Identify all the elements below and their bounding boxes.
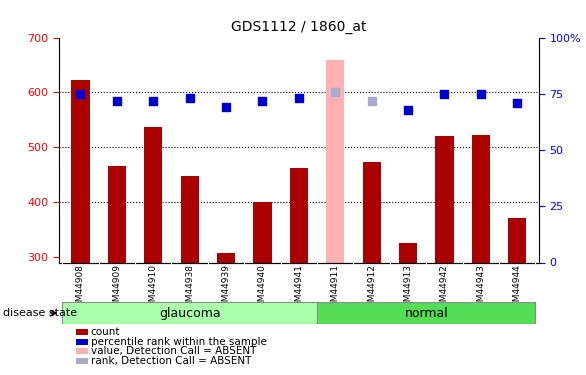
Text: GSM44908: GSM44908 — [76, 264, 85, 314]
Bar — [399, 243, 417, 262]
Text: percentile rank within the sample: percentile rank within the sample — [91, 337, 267, 346]
Text: GSM44911: GSM44911 — [331, 264, 340, 314]
Bar — [326, 60, 345, 262]
Bar — [317, 302, 536, 324]
Text: GSM44944: GSM44944 — [513, 264, 522, 313]
Bar — [76, 358, 88, 364]
Point — [403, 106, 413, 112]
Text: GSM44939: GSM44939 — [222, 264, 230, 314]
Text: GSM44942: GSM44942 — [440, 264, 449, 313]
Bar — [508, 218, 526, 262]
Bar — [71, 80, 90, 262]
Text: count: count — [91, 327, 120, 337]
Bar — [144, 127, 162, 262]
Point — [258, 98, 267, 104]
Bar — [180, 176, 199, 262]
Point — [149, 98, 158, 104]
Point — [440, 91, 449, 97]
Text: rank, Detection Call = ABSENT: rank, Detection Call = ABSENT — [91, 356, 251, 366]
Text: value, Detection Call = ABSENT: value, Detection Call = ABSENT — [91, 346, 256, 356]
Bar — [62, 302, 317, 324]
Point — [476, 91, 486, 97]
Text: GSM44909: GSM44909 — [113, 264, 121, 314]
Text: disease state: disease state — [3, 308, 77, 318]
Bar — [435, 136, 454, 262]
Point — [112, 98, 121, 104]
Text: GSM44913: GSM44913 — [404, 264, 413, 314]
Text: glaucoma: glaucoma — [159, 307, 220, 320]
Point — [331, 88, 340, 94]
Text: GSM44941: GSM44941 — [294, 264, 304, 314]
Bar — [76, 339, 88, 345]
Text: GSM44910: GSM44910 — [149, 264, 158, 314]
Bar — [217, 253, 235, 262]
Bar — [363, 162, 381, 262]
Bar — [108, 166, 126, 262]
Bar — [76, 329, 88, 335]
Point — [294, 95, 304, 101]
Text: GSM44943: GSM44943 — [476, 264, 485, 314]
Bar — [76, 348, 88, 354]
Title: GDS1112 / 1860_at: GDS1112 / 1860_at — [231, 20, 367, 34]
Bar — [472, 135, 490, 262]
Text: GSM44912: GSM44912 — [367, 264, 376, 314]
Point — [367, 98, 376, 104]
Text: normal: normal — [404, 307, 448, 320]
Point — [513, 100, 522, 106]
Text: GSM44940: GSM44940 — [258, 264, 267, 314]
Bar — [253, 202, 271, 262]
Point — [76, 91, 85, 97]
Bar — [289, 168, 308, 262]
Point — [222, 104, 231, 110]
Text: GSM44938: GSM44938 — [185, 264, 194, 314]
Point — [185, 95, 195, 101]
